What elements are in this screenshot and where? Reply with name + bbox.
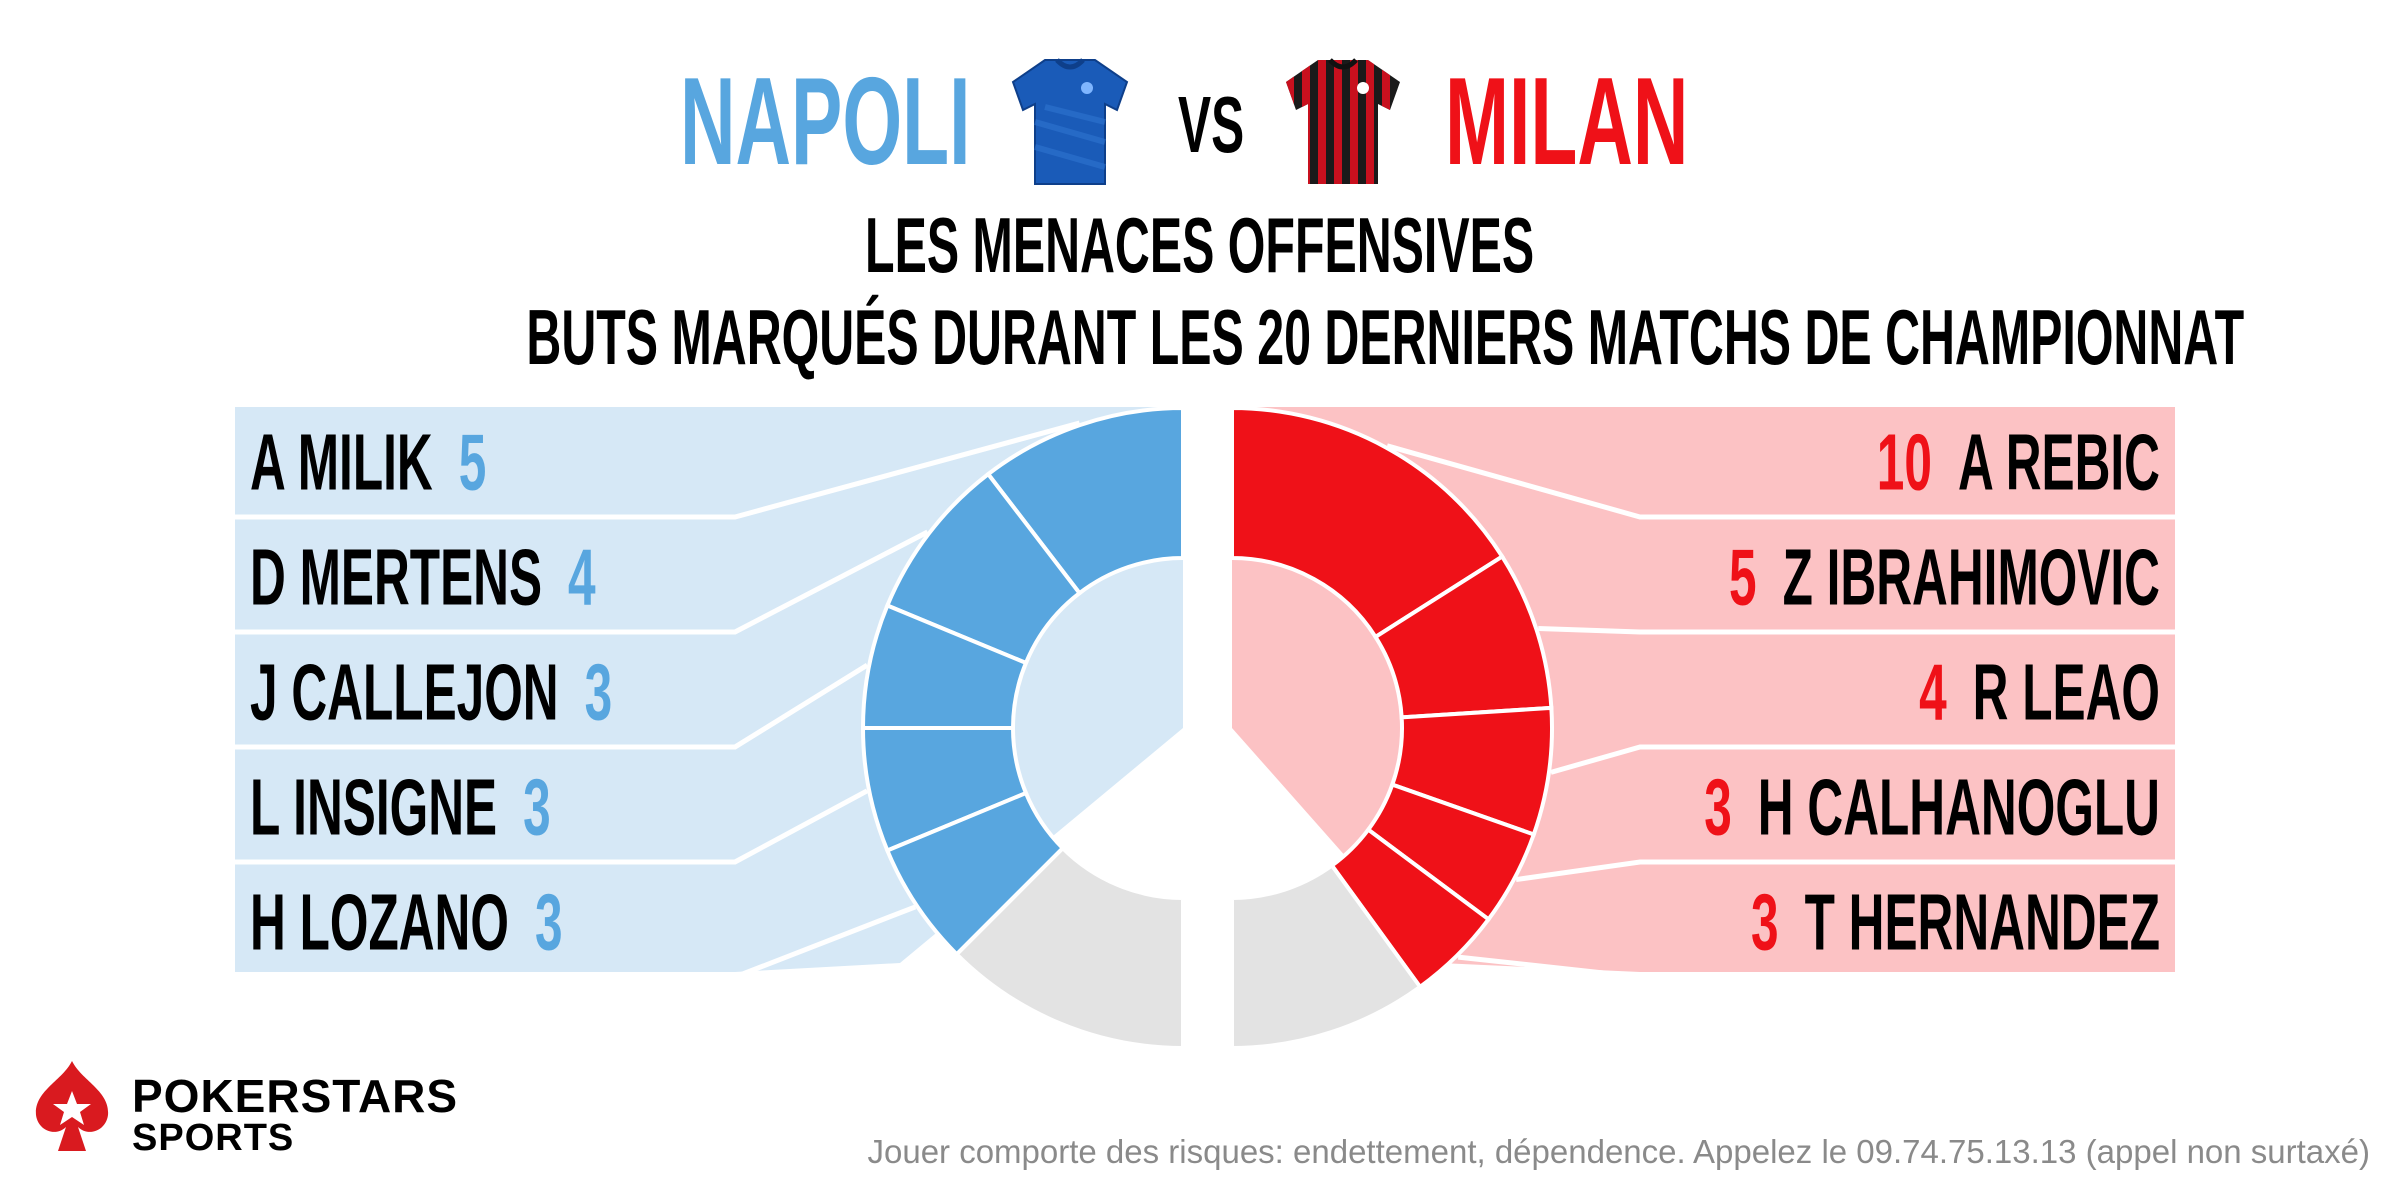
chart-title: LES MENACES OFFENSIVES: [0, 205, 2400, 285]
milan-connector-line: [1550, 744, 2175, 775]
vs-label: VS: [1178, 80, 1245, 169]
milan-goal-value: 5: [1729, 534, 1757, 623]
milan-player-name: H CALHANOGLU: [1758, 764, 2160, 853]
napoli-player-name: D MERTENS: [250, 534, 542, 623]
logo-subwordmark: SPORTS: [132, 1117, 295, 1159]
milan-connector-line: [1515, 859, 2175, 883]
home-team-name: NAPOLI: [680, 53, 971, 191]
napoli-row-2: D MERTENS 4: [250, 534, 596, 623]
milan-row-3: R LEAO 4: [1919, 649, 2160, 738]
milan-row-2: Z IBRAHIMOVIC 5: [1729, 534, 2160, 623]
away-team-name: MILAN: [1445, 53, 1689, 191]
milan-row-4: H CALHANOGLU 3: [1704, 764, 2160, 853]
milan-player-name: T HERNANDEZ: [1805, 879, 2160, 968]
milan-slice-other-players: [1230, 862, 1423, 1051]
napoli-player-name: A MILIK: [250, 419, 433, 508]
napoli-player-name: H LOZANO: [250, 879, 509, 968]
napoli-row-4: L INSIGNE 3: [250, 764, 551, 853]
milan-slice-a-rebic: [1230, 405, 1505, 640]
milan-row-1: A REBIC 10: [1877, 419, 2160, 508]
goals-donut-chart: A MILIK 5D MERTENS 4J CALLEJON 3L INSIGNE 3H…: [235, 405, 2175, 1051]
chart-subtitle-text: BUTS MARQUÉS DURANT LES 20 DERNIERS MATC…: [526, 293, 2245, 381]
chart-title-text: LES MENACES OFFENSIVES: [865, 201, 1535, 289]
milan-player-name: Z IBRAHIMOVIC: [1783, 534, 2160, 623]
napoli-connector-line: [235, 904, 917, 980]
milan-goal-value: 3: [1704, 764, 1732, 853]
napoli-player-name: J CALLEJON: [250, 649, 559, 738]
pokerstars-logo: POKERSTARS SPORTS: [32, 1052, 552, 1172]
chart-subtitle: BUTS MARQUÉS DURANT LES 20 DERNIERS MATC…: [0, 297, 2400, 377]
title-row: NAPOLI VS MILAN: [0, 40, 2400, 190]
napoli-goal-value: 3: [585, 649, 613, 738]
napoli-connector-line: [235, 788, 869, 865]
milan-connector-line: [1386, 443, 2175, 520]
logo-wordmark: POKERSTARS: [132, 1070, 459, 1122]
napoli-connector-line: [235, 420, 1081, 520]
napoli-goal-value: 3: [535, 879, 563, 968]
milan-goal-value: 3: [1751, 879, 1779, 968]
spade-star-icon: [35, 1061, 109, 1151]
napoli-row-5: H LOZANO 3: [250, 879, 563, 968]
napoli-player-name: L INSIGNE: [250, 764, 497, 853]
napoli-slice-other-players: [953, 845, 1185, 1051]
milan-row-5: T HERNANDEZ 3: [1751, 879, 2160, 968]
napoli-goal-value: 4: [568, 534, 596, 623]
napoli-jersey-icon: [1011, 58, 1129, 185]
napoli-row-1: A MILIK 5: [250, 419, 486, 508]
milan-player-name: R LEAO: [1973, 649, 2160, 738]
napoli-row-3: J CALLEJON 3: [250, 649, 612, 738]
napoli-goal-value: 3: [523, 764, 551, 853]
milan-connector-line: [1457, 954, 2175, 980]
napoli-connector-line: [235, 663, 869, 750]
milan-player-name: A REBIC: [1958, 419, 2160, 508]
napoli-connector-line: [235, 529, 929, 635]
milan-goal-value: 10: [1877, 419, 1932, 508]
milan-jersey-icon: [1286, 58, 1400, 184]
milan-goal-value: 4: [1919, 649, 1947, 738]
milan-connector-line: [1538, 625, 2175, 635]
gambling-disclaimer: Jouer comporte des risques: endettement,…: [867, 1133, 2370, 1170]
napoli-goal-value: 5: [459, 419, 487, 508]
